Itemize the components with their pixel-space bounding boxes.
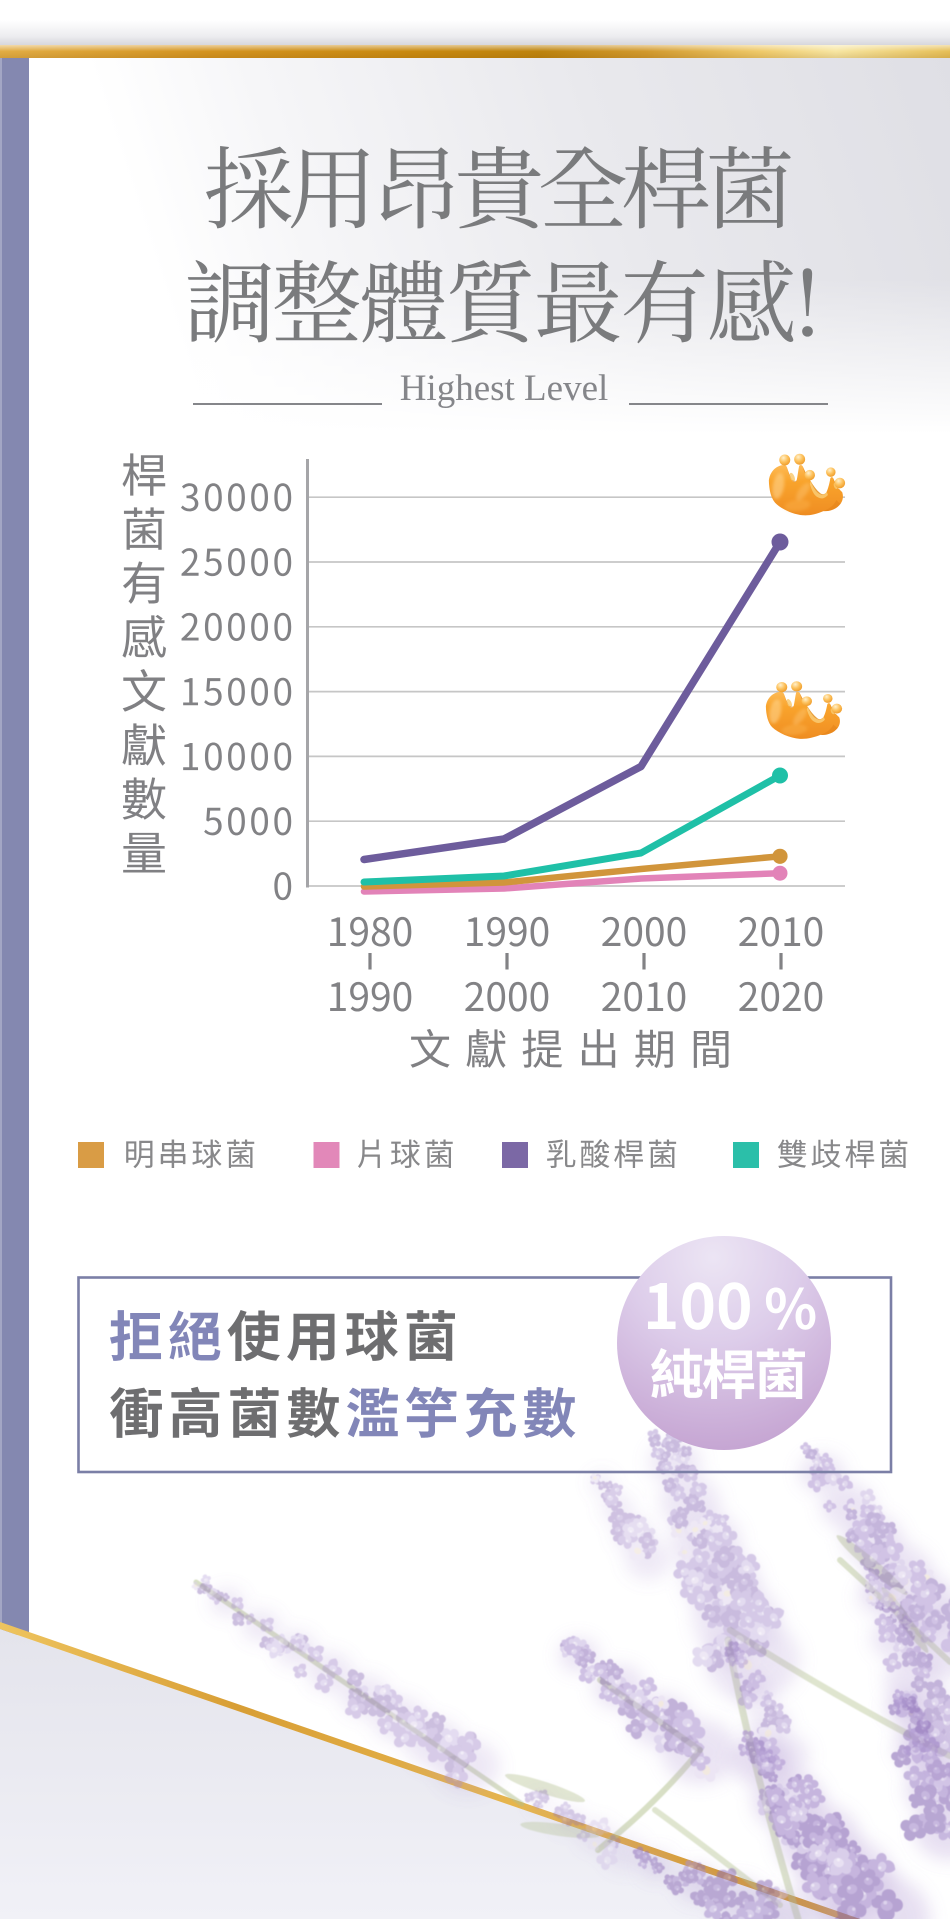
svg-text:Highest Level: Highest Level [400,368,609,409]
